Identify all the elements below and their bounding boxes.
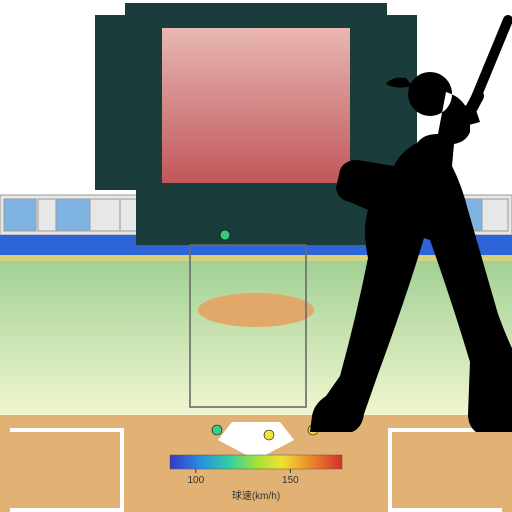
- legend-tick-label: 100: [187, 475, 204, 486]
- legend-caption: 球速(km/h): [232, 489, 280, 502]
- pitch-marker: [220, 230, 230, 240]
- pitch-marker: [212, 425, 222, 435]
- legend-tick-label: 150: [282, 475, 299, 486]
- velocity-legend: [170, 455, 342, 469]
- pitch-marker: [264, 430, 274, 440]
- pitch-chart: 100 150球速(km/h): [0, 0, 512, 512]
